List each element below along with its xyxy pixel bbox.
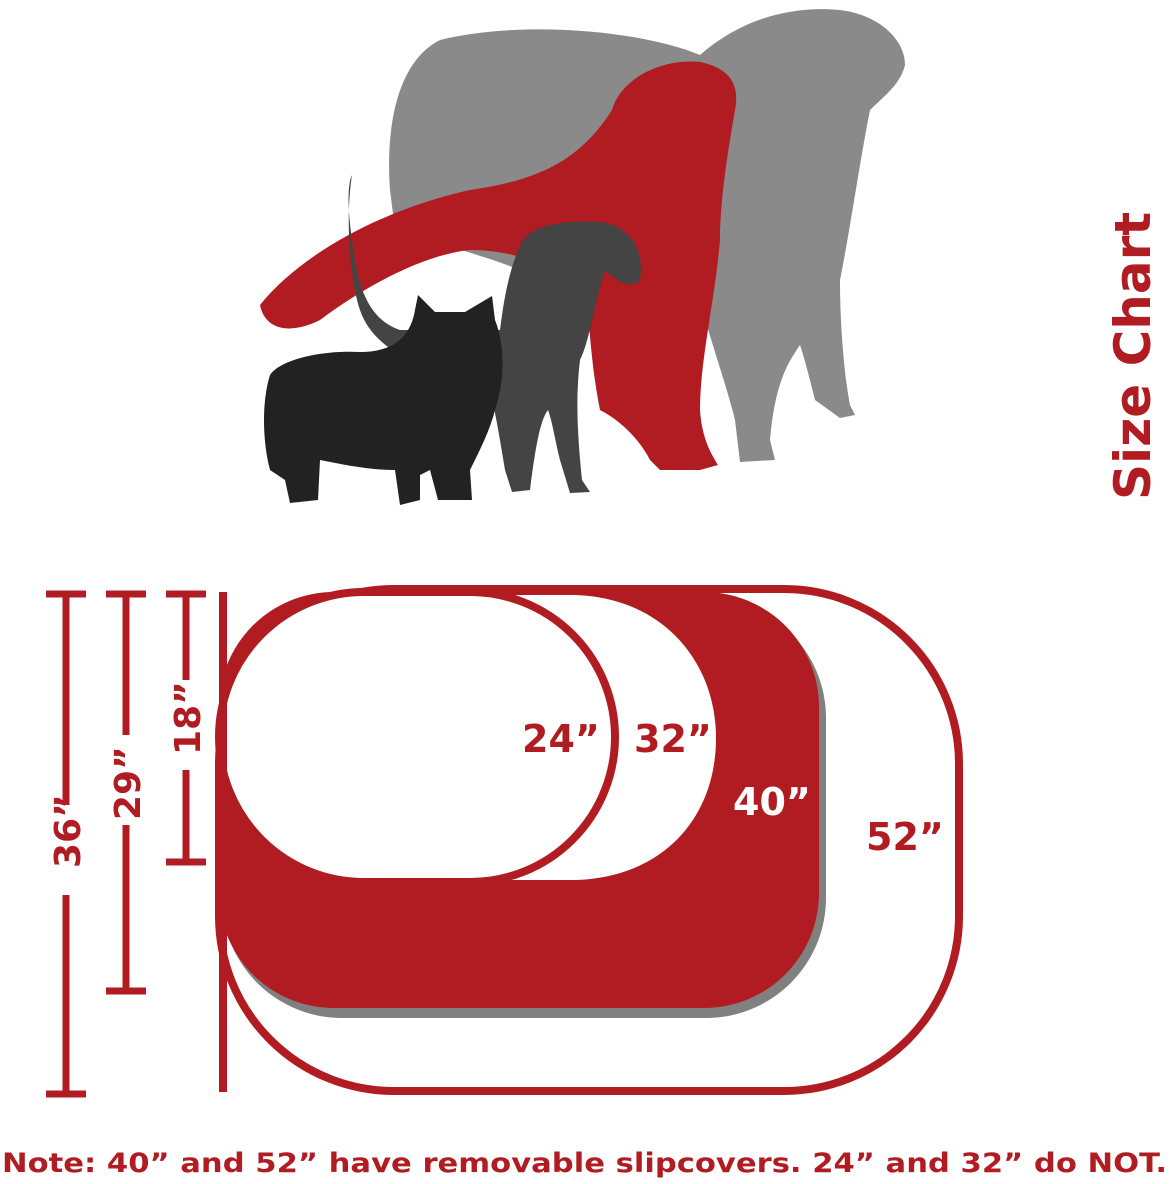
size-label-24: 24” [522, 717, 600, 761]
size-label-52: 52” [866, 815, 944, 859]
size-label-40: 40” [733, 780, 811, 824]
medium-red-dog-silhouette-icon [260, 61, 737, 471]
height-label-18: 18” [168, 681, 209, 755]
size-label-32: 32” [634, 717, 712, 761]
slipcover-note: Note: 40” and 52” have removable slipcov… [2, 1148, 1167, 1179]
height-label-29: 29” [108, 746, 149, 820]
terrier-silhouette-icon [264, 295, 503, 505]
dog-silhouettes [260, 9, 906, 505]
left-edge [219, 592, 227, 1092]
height-label-36: 36” [48, 794, 89, 868]
size-chart-title: Size Chart [1104, 212, 1162, 500]
